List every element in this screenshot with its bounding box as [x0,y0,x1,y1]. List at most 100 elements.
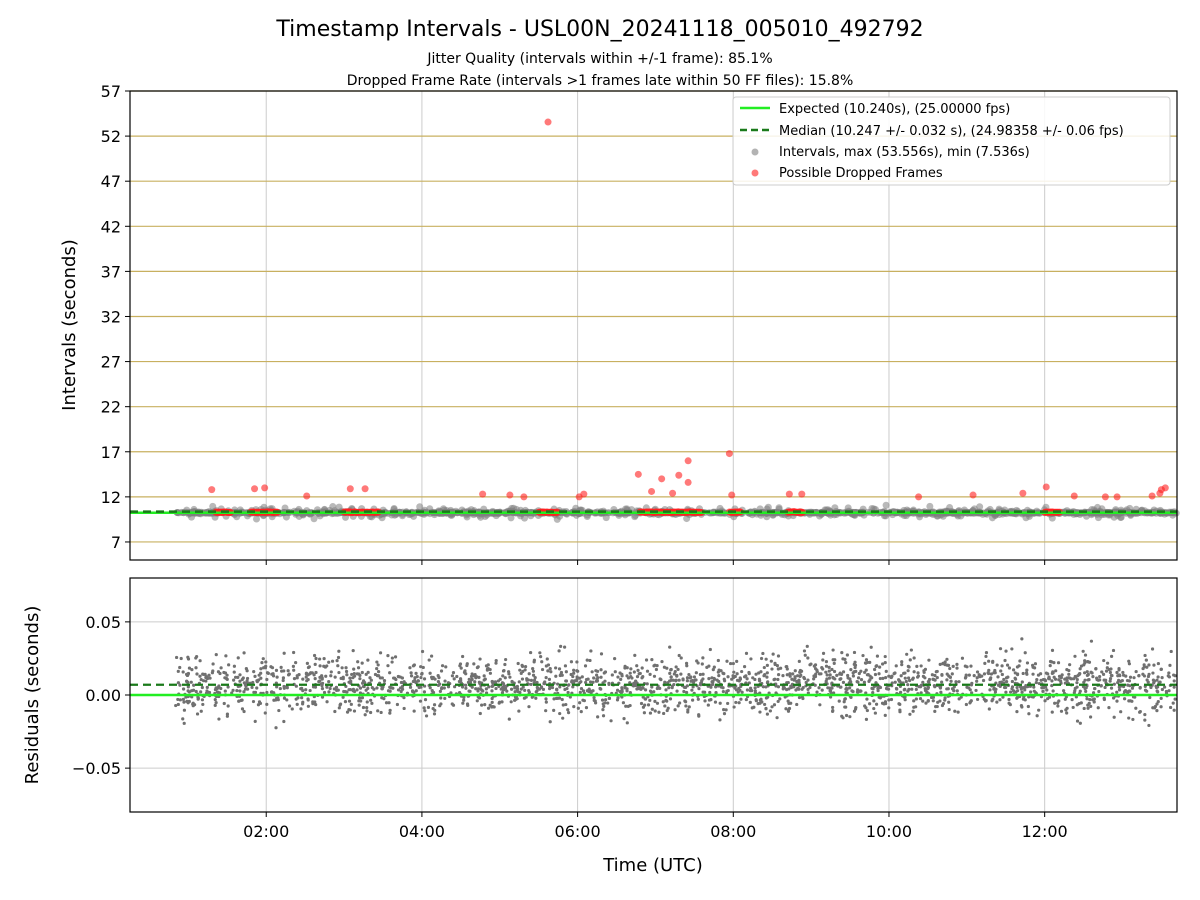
residual-point [863,670,867,674]
residual-point [292,650,296,655]
residual-point [182,721,186,725]
residual-point [1112,715,1116,719]
residual-point [1159,705,1163,709]
residual-point [636,668,640,672]
residual-point [1020,690,1024,694]
legend-dropped-marker [751,169,759,177]
residual-point [566,711,571,715]
residual-point [806,656,810,660]
residual-point [887,674,891,678]
residual-point [776,667,780,671]
residual-point [540,660,544,664]
residual-point [837,699,841,703]
residual-point [399,680,404,685]
y-tick-label: 22 [101,398,121,417]
residual-point [1083,661,1087,665]
residual-point [570,679,574,683]
residual-point [684,704,688,708]
residual-point [897,702,901,706]
residual-point [792,678,796,682]
residual-point [563,664,568,668]
residual-point [274,698,278,702]
residual-point [1102,697,1106,702]
residual-point [658,686,662,690]
residual-point [863,704,867,708]
residual-point [259,676,263,680]
residual-point [701,690,705,694]
residual-point [1043,699,1047,703]
dropped-frame-point [1156,489,1164,497]
residual-point [824,664,829,668]
residual-point [999,669,1003,673]
residual-point [251,699,256,704]
residual-point [849,667,853,672]
residual-point [351,687,356,691]
residual-point [1122,690,1127,694]
residual-point [1068,663,1072,667]
residual-point [544,697,548,701]
residual-point [853,660,857,664]
residual-point [242,690,246,694]
residual-point [630,676,634,680]
residual-point [907,665,911,669]
residual-point [294,684,298,688]
residual-point [903,698,907,702]
residual-point [700,662,704,666]
residual-point [211,662,215,666]
residual-point [318,675,322,679]
residual-point [658,677,662,681]
residual-point [706,703,710,707]
residual-point [1059,679,1063,683]
residual-point [1015,695,1020,699]
residual-point [286,673,291,677]
residual-point [1132,676,1136,680]
residual-point [357,696,362,700]
residual-point [815,668,819,672]
residual-point [718,701,722,705]
residual-point [707,677,711,681]
residual-point [1015,672,1020,677]
residual-point [744,697,748,702]
residual-point [954,680,958,684]
residual-point [554,666,558,670]
residual-point [453,685,457,689]
residual-point [604,698,608,702]
residual-point [1018,685,1023,689]
residual-point [1026,704,1030,709]
residual-point [620,674,624,678]
residual-point [664,688,668,692]
residual-point [227,663,231,667]
residual-point [1092,700,1096,704]
y-tick-label: 47 [101,172,121,191]
residual-point [809,662,813,666]
residual-point [841,680,846,684]
residual-point [518,668,522,672]
residual-point [1100,670,1104,674]
residual-point [576,706,580,710]
residual-point [462,695,466,699]
y-tick-label: −0.05 [72,759,121,778]
residual-point [504,657,508,662]
residual-point [519,687,523,691]
residual-point [236,675,240,679]
residual-point [776,699,780,704]
residual-point [1082,680,1086,684]
residual-point [749,657,753,661]
residual-point [677,678,681,682]
residual-point [285,698,289,702]
residual-point [842,700,846,704]
residual-point [450,702,454,706]
residual-point [277,708,281,713]
residual-point [668,645,672,649]
residual-point [205,676,210,681]
residual-point [544,675,548,680]
residual-point [1083,653,1088,657]
residual-point [390,660,394,664]
residual-point [262,666,266,670]
residual-point [1091,675,1095,679]
residual-point [943,698,947,702]
residual-point [1109,654,1114,658]
residual-point [766,680,770,684]
residual-point [930,673,934,677]
residual-point [1001,695,1005,699]
